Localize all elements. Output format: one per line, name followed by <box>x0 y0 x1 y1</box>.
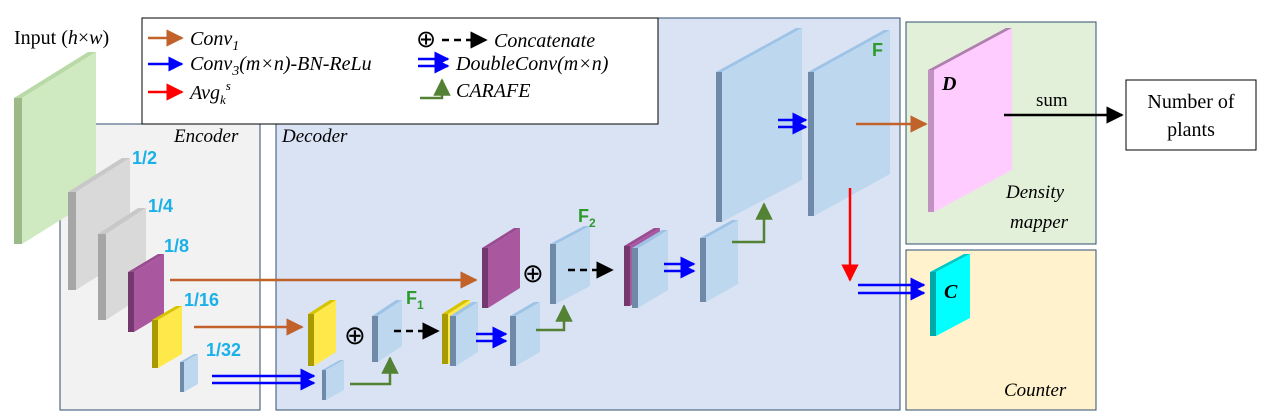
scale-label-1-32: 1/32 <box>206 340 241 360</box>
svg-text:⊕: ⊕ <box>416 27 436 53</box>
decoder-block-d3 <box>510 302 540 366</box>
density-block <box>928 28 1012 212</box>
density-mapper-title-2: mapper <box>1010 212 1069 233</box>
carafe-arrow-2 <box>536 304 573 332</box>
decoder-block-d4 <box>550 226 590 304</box>
decoder-concat-block-2 <box>624 228 668 308</box>
doubleconv-arrow-enc <box>212 368 316 391</box>
counter-letter: C <box>944 281 958 303</box>
output-box <box>1125 79 1257 151</box>
decoder-purple-block <box>482 228 520 308</box>
f1-label: F1 <box>406 288 424 312</box>
scale-label-1-8: 1/8 <box>164 236 189 256</box>
legend-concatenate: ⊕ Concatenate <box>416 27 595 53</box>
decoder-yellow-block <box>308 300 336 366</box>
input-label: Input (h×w) <box>14 27 109 49</box>
carafe-arrow-3 <box>732 202 773 244</box>
svg-text:Conv1: Conv1 <box>190 28 239 54</box>
encoder-title: Encoder <box>173 126 239 147</box>
doubleconv-arrow-to-counter <box>858 277 926 301</box>
svg-text:Concatenate: Concatenate <box>494 30 595 52</box>
decoder-block-large <box>716 28 802 222</box>
counter-block <box>930 254 970 336</box>
encoder-block-1-32 <box>180 354 198 392</box>
scale-label-1-16: 1/16 <box>184 290 219 310</box>
doubleconv-arrow-d1 <box>476 326 508 349</box>
legend-avg: Avgks <box>148 78 231 107</box>
concat-symbol-2: ⊕ <box>522 259 544 288</box>
scale-label-1-4: 1/4 <box>148 196 173 216</box>
legend-carafe: CARAFE <box>420 78 530 102</box>
svg-text:Conv3(m×n)-BN-ReLu: Conv3(m×n)-BN-ReLu <box>190 53 372 79</box>
counter-title: Counter <box>1004 380 1067 401</box>
density-letter: D <box>941 73 956 95</box>
f-label: F <box>872 40 883 60</box>
legend-doubleconv: DoubleConv(m×n) <box>418 51 609 75</box>
svg-text:DoubleConv(m×n): DoubleConv(m×n) <box>455 53 609 75</box>
scale-label-1-2: 1/2 <box>132 148 157 168</box>
encoder-block-1-8 <box>128 254 164 332</box>
decoder-block-d5 <box>700 220 738 302</box>
carafe-arrow-1 <box>350 356 399 386</box>
feature-block-f <box>808 30 890 216</box>
decoder-block-d2 <box>372 300 402 362</box>
legend-box <box>141 17 659 125</box>
output-text-1: Number of <box>1147 91 1235 113</box>
density-mapper-title-1: Density <box>1005 182 1065 203</box>
doubleconv-arrow-d2 <box>664 256 696 279</box>
encoder-block-1-16 <box>152 306 182 368</box>
legend-conv1: Conv1 <box>148 28 239 54</box>
svg-text:Avgks: Avgks <box>188 78 231 107</box>
legend-conv3: Conv3(m×n)-BN-ReLu <box>148 53 372 79</box>
concat-symbol-1: ⊕ <box>344 321 366 350</box>
decoder-concat-block-1 <box>442 300 478 366</box>
decoder-block-d1 <box>322 360 344 400</box>
decoder-title: Decoder <box>281 126 348 147</box>
f2-label: F2 <box>578 206 596 230</box>
sum-label: sum <box>1036 90 1068 111</box>
svg-text:CARAFE: CARAFE <box>456 80 530 102</box>
output-text-2: plants <box>1167 119 1215 141</box>
doubleconv-arrow-d3 <box>778 112 808 135</box>
